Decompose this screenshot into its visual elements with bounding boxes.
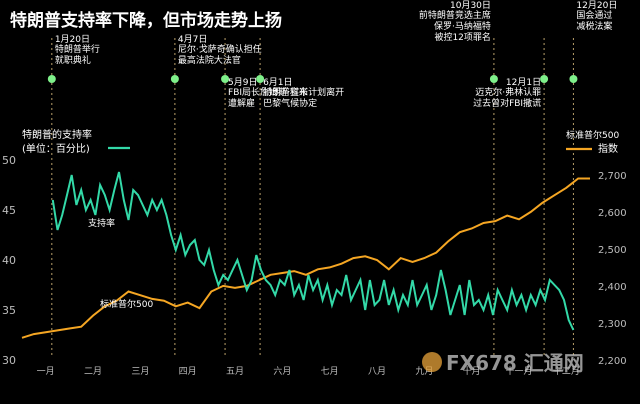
event-description: 过去曾对FBI撒谎 [473,97,541,109]
x-tick-label: 三月 [131,366,149,377]
right-tick-label: 2,500 [598,245,627,256]
watermark: FX678 汇通网 [422,351,584,375]
x-tick-label: 四月 [179,366,197,377]
event-description: 巴黎气候协定 [263,97,317,109]
event-date: 6月1日 [263,77,292,88]
left-tick-label: 35 [2,304,16,317]
event-date: 1月20日 [55,34,90,45]
event-description: FBI局长詹姆斯·科米 [228,86,308,98]
event-description: 尼尔·戈萨奇确认担任 [178,43,262,55]
event-description: 迈克尔·弗林认罪 [475,86,541,98]
chart-title: 特朗普支持率下降，但市场走势上扬 [10,10,282,31]
x-tick-label: 二月 [84,366,102,377]
left-axis-unit: (单位：百分比) [22,142,90,155]
event-marker [170,75,179,83]
right-axis-ticks: 2,200 2,300 2,400 2,500 2,600 2,700 [598,171,627,367]
approval-series-label: 支持率 [88,217,115,229]
event-description: 遭解雇 [228,97,255,109]
event-description: 就职典礼 [55,54,91,66]
x-tick-label: 五月 [226,366,244,377]
sp500-series-label: 标准普尔500 [100,298,153,310]
event-marker [489,75,498,83]
left-tick-label: 40 [2,254,16,267]
x-axis-ticks: 一月 二月 三月 四月 五月 六月 七月 八月 九月 十月 十一月 十二月 [37,365,580,377]
event-description: 特朗普宣布计划离开 [263,86,344,98]
event-date: 12月1日 [506,77,541,88]
x-tick-label: 一月 [37,366,55,377]
right-axis-unit: 指数 [598,142,618,155]
left-axis-ticks: 30 35 40 45 50 [2,154,16,367]
event-marker [221,75,230,83]
event-date: 4月7日 [178,34,207,45]
right-tick-label: 2,300 [598,319,627,330]
sp500-series-line [21,177,590,339]
event-date: 12月20日 [576,0,617,11]
x-tick-label: 七月 [321,366,339,377]
watermark-text: FX678 汇通网 [446,351,584,375]
event-date: 5月9日 [228,77,257,88]
left-tick-label: 50 [2,154,16,167]
approval-series-line [51,171,575,331]
x-tick-label: 九月 [415,366,433,377]
right-axis-title: 标准普尔500 [566,129,619,141]
left-tick-label: 30 [2,354,16,367]
event-description: 特朗普举行 [55,43,100,55]
left-tick-label: 45 [2,204,16,217]
event-description: 保罗·马纳福特 [434,20,491,32]
event-date: 10月30日 [450,0,491,11]
right-tick-label: 2,600 [598,208,627,219]
x-tick-label: 十二月 [553,365,580,377]
right-tick-label: 2,400 [598,282,627,293]
event-marker [540,75,549,83]
event-marker [569,75,578,83]
event-marker [256,75,265,83]
event-description: 最高法院大法官 [178,54,241,66]
event-description: 前特朗普竞选主席 [419,9,491,21]
event-description: 国会通过 [576,9,612,21]
x-tick-label: 六月 [273,365,291,377]
x-tick-label: 八月 [368,366,386,377]
right-tick-label: 2,200 [598,356,627,367]
watermark-logo-icon [422,352,442,372]
event-marker [47,75,56,83]
right-tick-label: 2,700 [598,171,627,182]
left-axis-title: 特朗普的支持率 [22,128,92,141]
event-description: 减税法案 [576,20,612,32]
x-tick-label: 十一月 [505,365,532,377]
x-tick-label: 十月 [463,365,481,377]
event-description: 被控12项罪名 [434,31,490,43]
